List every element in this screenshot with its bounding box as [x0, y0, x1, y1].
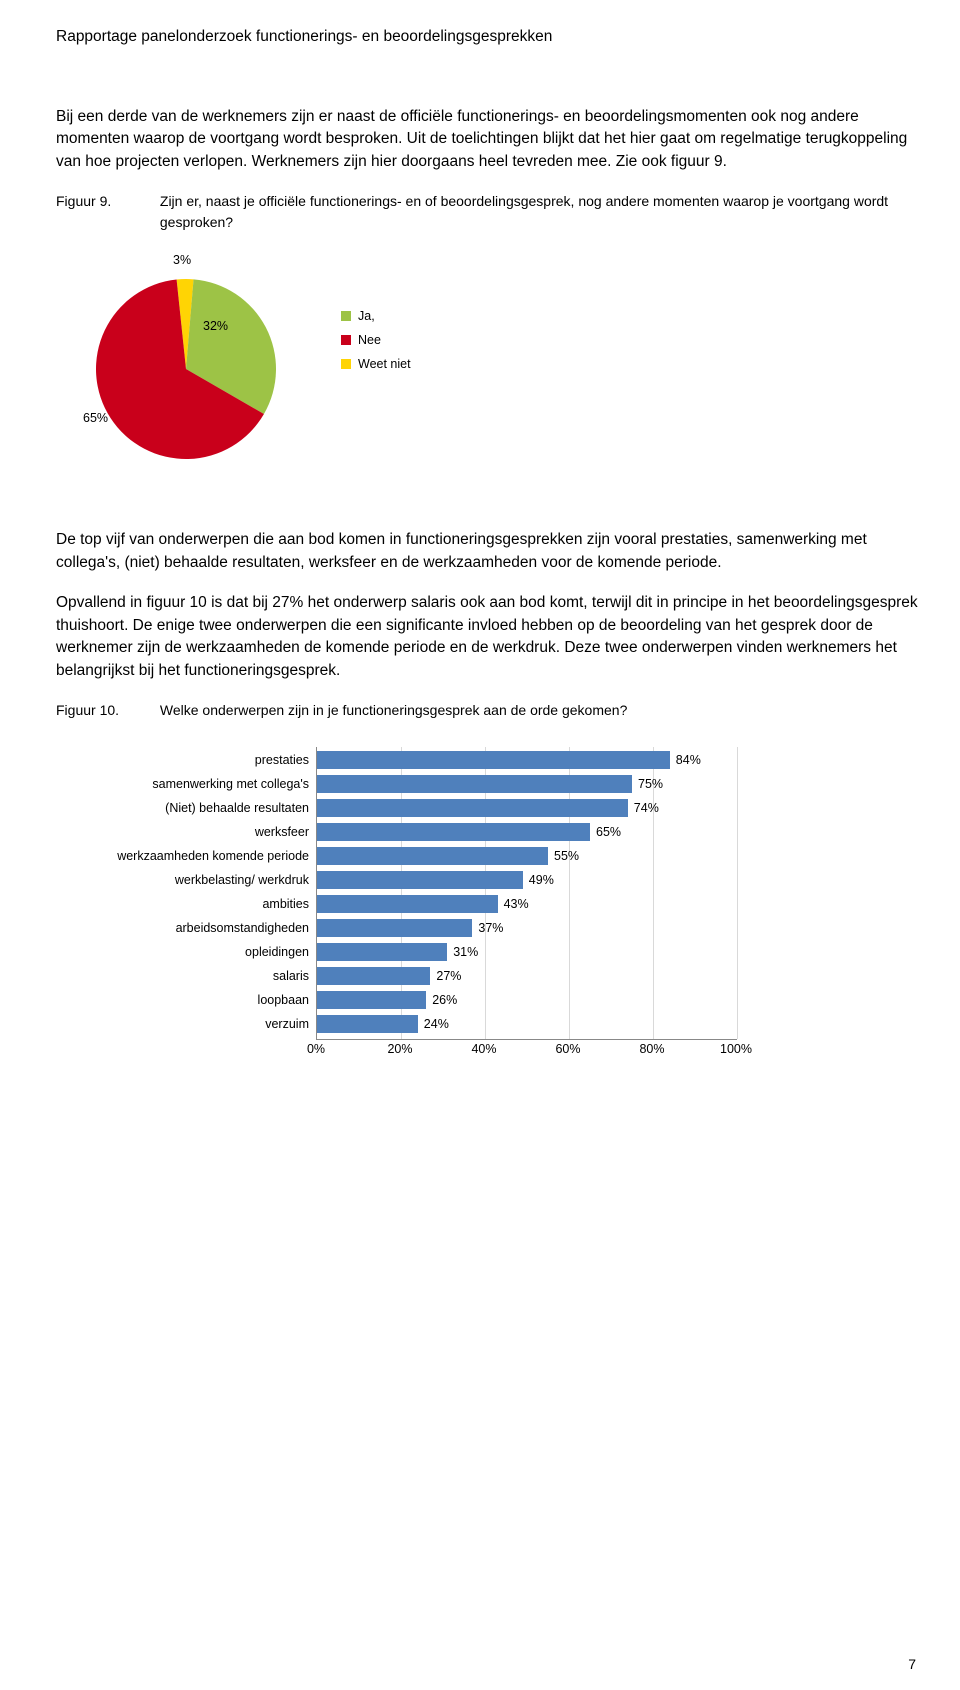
bar-fill — [317, 991, 426, 1009]
legend-item: Ja, — [341, 309, 411, 323]
bar-fill — [317, 895, 498, 913]
pie-chart-block: 3%32%65% Ja,NeeWeet niet — [56, 259, 920, 469]
doc-title: Rapportage panelonderzoek functionerings… — [56, 28, 920, 46]
bar-row: werksfeer65% — [317, 823, 590, 841]
legend-item: Nee — [341, 333, 411, 347]
legend-swatch — [341, 359, 351, 369]
figure-10-label: Figuur 10. — [56, 700, 156, 721]
bar-category-label: prestaties — [84, 753, 317, 767]
bar-fill — [317, 871, 523, 889]
bar-fill — [317, 919, 472, 937]
bar-value-label: 27% — [436, 969, 461, 983]
x-tick-label: 0% — [307, 1042, 325, 1056]
bar-category-label: verzuim — [84, 1017, 317, 1031]
bar-fill — [317, 1015, 418, 1033]
x-tick-label: 40% — [471, 1042, 496, 1056]
bar-chart: prestaties84%samenwerking met collega's7… — [56, 747, 920, 1062]
bar-category-label: werkzaamheden komende periode — [84, 849, 317, 863]
pie-slice-label: 65% — [83, 411, 108, 425]
legend-item: Weet niet — [341, 357, 411, 371]
bar-fill — [317, 799, 628, 817]
bar-row: (Niet) behaalde resultaten74% — [317, 799, 628, 817]
bar-category-label: werksfeer — [84, 825, 317, 839]
figure-9-caption: Figuur 9. Zijn er, naast je officiële fu… — [56, 191, 920, 233]
bar-value-label: 65% — [596, 825, 621, 839]
bar-value-label: 24% — [424, 1017, 449, 1031]
pie-slice-label: 3% — [173, 253, 191, 267]
gridline — [737, 747, 738, 1039]
bar-value-label: 31% — [453, 945, 478, 959]
legend-label: Weet niet — [358, 357, 411, 371]
legend-swatch — [341, 311, 351, 321]
bar-row: salaris27% — [317, 967, 430, 985]
bar-value-label: 49% — [529, 873, 554, 887]
x-tick-label: 20% — [387, 1042, 412, 1056]
bar-fill — [317, 967, 430, 985]
legend-label: Nee — [358, 333, 381, 347]
bar-category-label: samenwerking met collega's — [84, 777, 317, 791]
figure-10-caption: Figuur 10. Welke onderwerpen zijn in je … — [56, 700, 920, 721]
legend-label: Ja, — [358, 309, 375, 323]
bar-category-label: loopbaan — [84, 993, 317, 1007]
bar-value-label: 55% — [554, 849, 579, 863]
bar-value-label: 43% — [504, 897, 529, 911]
figure-9-label: Figuur 9. — [56, 191, 156, 212]
figure-10-text: Welke onderwerpen zijn in je functioneri… — [160, 700, 914, 721]
bar-plot: prestaties84% samenwerking met collega's7… — [316, 747, 737, 1040]
bar-x-axis: 0%20%40%60%80%100% — [316, 1040, 736, 1062]
x-tick-label: 80% — [639, 1042, 664, 1056]
bar-value-label: 37% — [478, 921, 503, 935]
page-number: 7 — [908, 1656, 916, 1672]
bar-row: werkzaamheden komende periode55% — [317, 847, 548, 865]
bar-category-label: (Niet) behaalde resultaten — [84, 801, 317, 815]
pie-legend: Ja, Nee Weet niet — [341, 309, 411, 381]
bar-category-label: salaris — [84, 969, 317, 983]
legend-swatch — [341, 335, 351, 345]
pie-chart: 3%32%65% — [81, 259, 291, 469]
x-tick-label: 60% — [555, 1042, 580, 1056]
bar-fill — [317, 823, 590, 841]
x-tick-label: 100% — [720, 1042, 752, 1056]
bar-value-label: 84% — [676, 753, 701, 767]
figure-9-text: Zijn er, naast je officiële functionerin… — [160, 191, 914, 233]
bar-row: ambities43% — [317, 895, 498, 913]
paragraph-1: Bij een derde van de werknemers zijn er … — [56, 106, 920, 173]
bar-value-label: 75% — [638, 777, 663, 791]
bar-row: prestaties84% — [317, 751, 670, 769]
bar-value-label: 74% — [634, 801, 659, 815]
bar-fill — [317, 775, 632, 793]
bar-row: verzuim24% — [317, 1015, 418, 1033]
paragraph-3: Opvallend in figuur 10 is dat bij 27% he… — [56, 592, 920, 682]
bar-fill — [317, 943, 447, 961]
bar-category-label: werkbelasting/ werkdruk — [84, 873, 317, 887]
bar-category-label: arbeidsomstandigheden — [84, 921, 317, 935]
bar-row: arbeidsomstandigheden37% — [317, 919, 472, 937]
bar-category-label: opleidingen — [84, 945, 317, 959]
pie-svg — [81, 259, 291, 469]
bar-fill — [317, 847, 548, 865]
bar-category-label: ambities — [84, 897, 317, 911]
bar-fill — [317, 751, 670, 769]
bar-row: opleidingen31% — [317, 943, 447, 961]
bar-row: loopbaan26% — [317, 991, 426, 1009]
pie-slice-label: 32% — [203, 319, 228, 333]
bar-row: werkbelasting/ werkdruk49% — [317, 871, 523, 889]
bar-row: samenwerking met collega's75% — [317, 775, 632, 793]
paragraph-2: De top vijf van onderwerpen die aan bod … — [56, 529, 920, 574]
bar-value-label: 26% — [432, 993, 457, 1007]
